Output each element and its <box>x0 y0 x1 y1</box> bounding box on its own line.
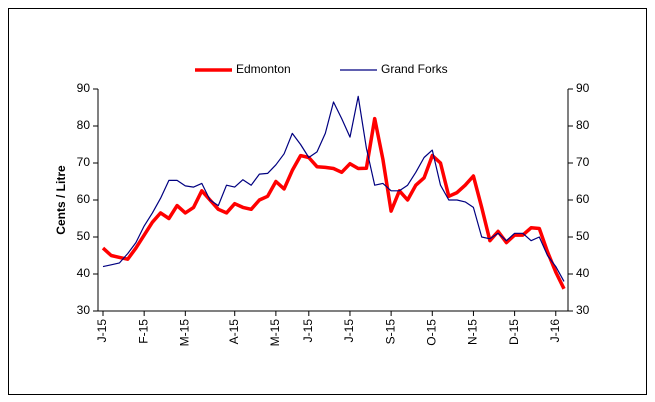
x-tick-label: F-15 <box>136 319 150 344</box>
x-tick-label: S-15 <box>383 319 397 345</box>
legend-label: Grand Forks <box>381 62 448 76</box>
y2-tick-label: 40 <box>576 266 590 280</box>
y2-tick-label: 80 <box>576 118 590 132</box>
y2-tick-label: 60 <box>576 192 590 206</box>
y2-tick-label: 70 <box>576 155 590 169</box>
y-tick-label: 90 <box>77 81 91 95</box>
x-tick-label: J-15 <box>342 319 356 343</box>
x-tick-label: M-15 <box>268 319 282 347</box>
y-tick-label: 70 <box>77 155 91 169</box>
x-tick-label: O-15 <box>424 319 438 346</box>
y-tick-label: 50 <box>77 229 91 243</box>
x-tick-label: N-15 <box>466 319 480 345</box>
x-tick-label: J-15 <box>301 319 315 343</box>
legend-label: Edmonton <box>236 62 291 76</box>
y2-tick-label: 50 <box>576 229 590 243</box>
y-tick-label: 60 <box>77 192 91 206</box>
y-tick-label: 30 <box>77 303 91 317</box>
y-axis-label: Cents / Litre <box>54 165 68 235</box>
series-line <box>101 116 566 290</box>
series-line <box>102 95 565 282</box>
x-tick-label: M-15 <box>177 319 191 347</box>
x-tick-label: A-15 <box>227 319 241 345</box>
y-tick-label: 40 <box>77 266 91 280</box>
y2-tick-label: 90 <box>576 81 590 95</box>
chart-frame <box>8 8 647 395</box>
y2-tick-label: 30 <box>576 303 590 317</box>
x-tick-label: J-16 <box>548 319 562 343</box>
x-tick-label: J-15 <box>95 319 109 343</box>
x-tick-label: D-15 <box>507 319 521 345</box>
y-tick-label: 80 <box>77 118 91 132</box>
